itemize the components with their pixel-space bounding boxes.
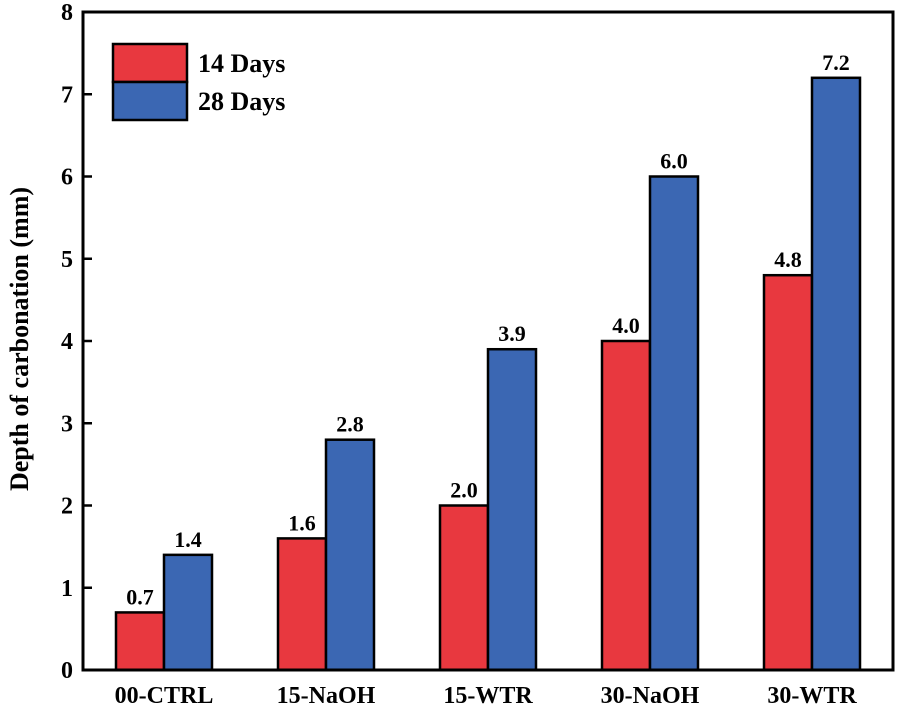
plot-frame	[81, 10, 895, 672]
data-label: 0.7	[126, 584, 154, 609]
y-axis-ticks: 0 1 2 3 4 5 6 7 8	[61, 0, 92, 684]
legend: 14 Days 28 Days	[111, 42, 285, 122]
data-label: 3.9	[498, 321, 526, 346]
legend-swatch	[111, 42, 189, 84]
bar-28-days	[810, 76, 862, 672]
y-tick-label: 7	[61, 82, 73, 108]
bar-14-days	[438, 504, 490, 672]
y-tick-label: 1	[61, 576, 73, 602]
bar-28-days	[324, 438, 376, 672]
bar-14-days	[600, 339, 652, 672]
y-tick-label: 5	[61, 247, 73, 273]
y-tick-label: 2	[61, 494, 73, 520]
category-label: 30-NaOH	[601, 683, 700, 709]
category-label: 00-CTRL	[115, 683, 214, 709]
data-label: 7.2	[822, 50, 850, 75]
data-label: 2.8	[336, 412, 364, 437]
legend-label: 14 Days	[198, 49, 285, 78]
bar-28-days	[648, 175, 700, 672]
data-label: 1.6	[288, 510, 316, 535]
y-tick-label: 6	[61, 165, 73, 191]
category-label: 30-WTR	[767, 683, 857, 709]
legend-label: 28 Days	[198, 87, 285, 116]
y-tick-label: 4	[61, 329, 73, 355]
bars	[114, 76, 862, 672]
data-labels: 0.7 1.4 1.6 2.8 2.0 3.9 4.0 6.0 4.8 7.2	[126, 50, 850, 610]
bar-14-days	[762, 273, 814, 672]
data-label: 6.0	[660, 149, 688, 174]
x-axis-category-labels: 00-CTRL 15-NaOH 15-WTR 30-NaOH 30-WTR	[115, 661, 857, 709]
bar-14-days	[114, 611, 166, 672]
y-axis-title: Depth of carbonation (mm)	[5, 187, 34, 491]
data-label: 4.8	[774, 247, 802, 272]
data-label: 4.0	[612, 313, 640, 338]
category-label: 15-WTR	[443, 683, 533, 709]
y-tick-label: 8	[61, 0, 73, 26]
y-tick-label: 3	[61, 411, 73, 437]
bar-14-days	[276, 537, 328, 672]
data-label: 1.4	[174, 527, 202, 552]
bar-28-days	[486, 347, 538, 672]
y-tick-label: 0	[61, 658, 73, 684]
category-label: 15-NaOH	[277, 683, 376, 709]
data-label: 2.0	[450, 478, 478, 503]
legend-swatch	[111, 80, 189, 122]
bar-28-days	[162, 553, 214, 672]
